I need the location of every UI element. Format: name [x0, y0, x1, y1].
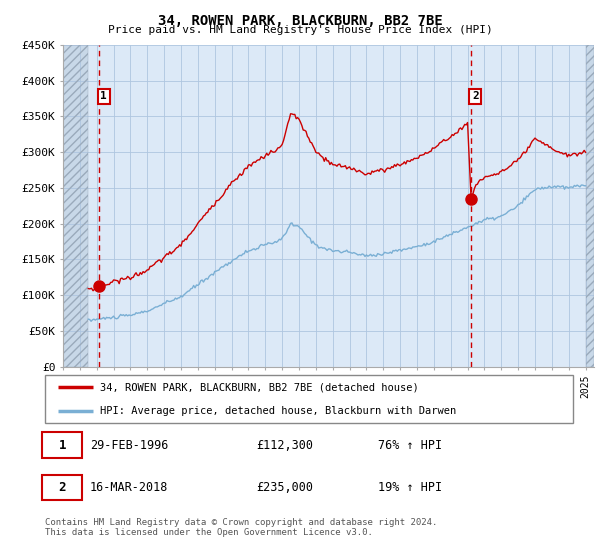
Text: HPI: Average price, detached house, Blackburn with Darwen: HPI: Average price, detached house, Blac…: [100, 406, 457, 416]
Text: 19% ↑ HPI: 19% ↑ HPI: [377, 481, 442, 494]
Text: 16-MAR-2018: 16-MAR-2018: [90, 481, 168, 494]
Text: 76% ↑ HPI: 76% ↑ HPI: [377, 438, 442, 451]
Text: 29-FEB-1996: 29-FEB-1996: [90, 438, 168, 451]
Text: 34, ROWEN PARK, BLACKBURN, BB2 7BE (detached house): 34, ROWEN PARK, BLACKBURN, BB2 7BE (deta…: [100, 382, 419, 392]
Bar: [586, 45, 594, 367]
Text: 1: 1: [58, 438, 66, 451]
Text: Contains HM Land Registry data © Crown copyright and database right 2024.
This d: Contains HM Land Registry data © Crown c…: [45, 518, 437, 538]
Text: 1: 1: [100, 91, 107, 101]
Bar: [63, 45, 88, 367]
Bar: [63, 45, 88, 367]
Text: £235,000: £235,000: [256, 481, 313, 494]
FancyBboxPatch shape: [45, 375, 573, 423]
Bar: [586, 45, 594, 367]
Text: 2: 2: [58, 481, 66, 494]
Text: £112,300: £112,300: [256, 438, 313, 451]
Text: 34, ROWEN PARK, BLACKBURN, BB2 7BE: 34, ROWEN PARK, BLACKBURN, BB2 7BE: [158, 14, 442, 28]
Text: Price paid vs. HM Land Registry's House Price Index (HPI): Price paid vs. HM Land Registry's House …: [107, 25, 493, 35]
FancyBboxPatch shape: [43, 432, 82, 458]
Text: 2: 2: [472, 91, 479, 101]
FancyBboxPatch shape: [43, 474, 82, 500]
